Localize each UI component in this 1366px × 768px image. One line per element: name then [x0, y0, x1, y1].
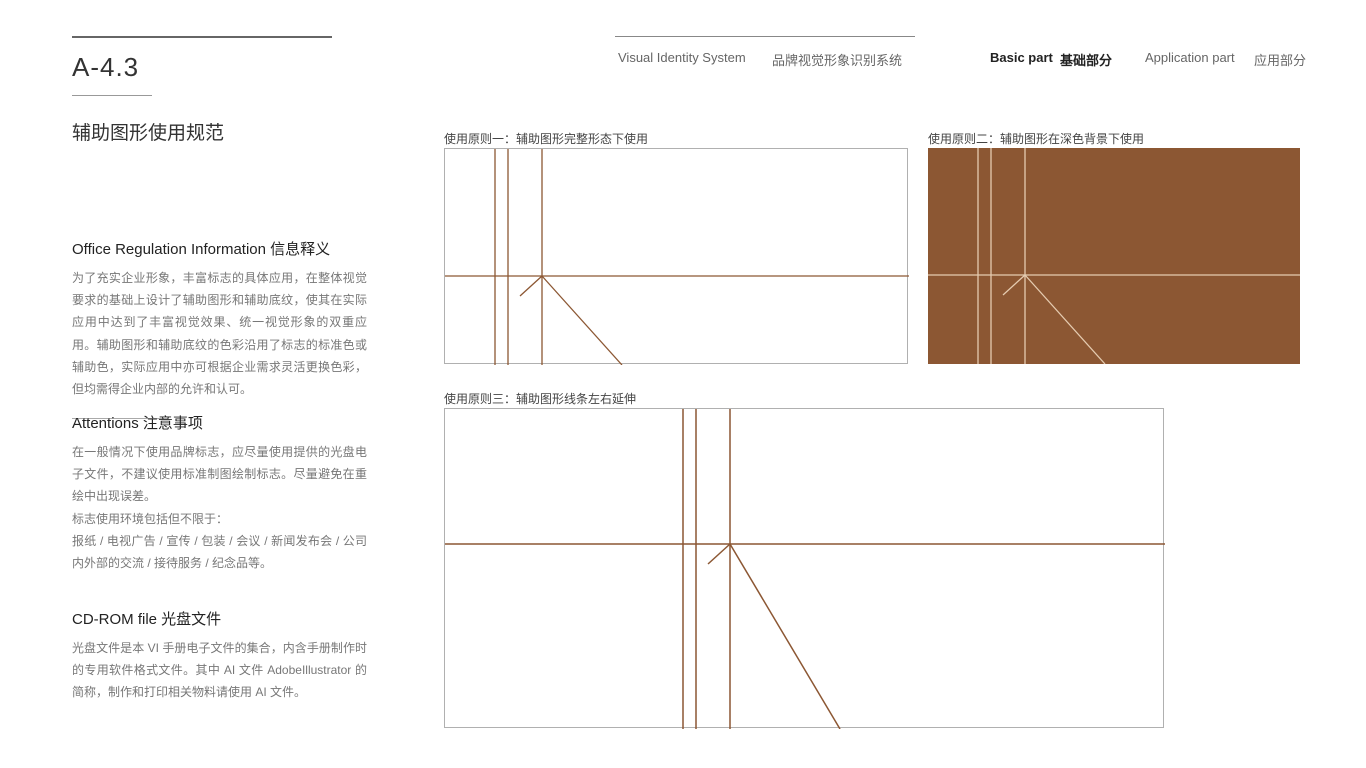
- header-vis-en: Visual Identity System: [618, 50, 746, 65]
- header-basic-cn: 基础部分: [1060, 50, 1112, 69]
- diagram-panel-2: [928, 148, 1300, 364]
- section-info-title: Office Regulation Information 信息释义: [72, 238, 367, 259]
- header-vis-cn: 品牌视觉形象识别系统: [772, 50, 902, 69]
- top-rule-right: [615, 36, 915, 37]
- diagram-panel-1: [444, 148, 908, 364]
- header-app-en: Application part: [1145, 50, 1235, 65]
- diagram-label-3: 使用原则三：辅助图形线条左右延伸: [444, 390, 636, 407]
- header-app-cn: 应用部分: [1254, 50, 1306, 69]
- section-attn-body: 在一般情况下使用品牌标志，应尽量使用提供的光盘电子文件，不建议使用标准制图绘制标…: [72, 441, 367, 574]
- section-attn-title: Attentions 注意事项: [72, 412, 367, 433]
- k-graphic-light: [445, 149, 909, 365]
- section-info: Office Regulation Information 信息释义 为了充实企…: [72, 238, 367, 433]
- section-info-body: 为了充实企业形象，丰富标志的具体应用，在整体视觉要求的基础上设计了辅助图形和辅助…: [72, 267, 367, 400]
- page-code: A-4.3: [72, 52, 139, 83]
- section-cdrom-body: 光盘文件是本 VI 手册电子文件的集合，内含手册制作时的专用软件格式文件。其中 …: [72, 637, 367, 704]
- section-cdrom: CD-ROM file 光盘文件 光盘文件是本 VI 手册电子文件的集合，内含手…: [72, 608, 367, 704]
- page-title: 辅助图形使用规范: [72, 118, 224, 145]
- section-attn: Attentions 注意事项 在一般情况下使用品牌标志，应尽量使用提供的光盘电…: [72, 412, 367, 574]
- code-underline: [72, 95, 152, 96]
- diagram-label-2: 使用原则二：辅助图形在深色背景下使用: [928, 130, 1144, 147]
- k-graphic-extended: [445, 409, 1165, 729]
- section-cdrom-title: CD-ROM file 光盘文件: [72, 608, 367, 629]
- diagram-label-1: 使用原则一：辅助图形完整形态下使用: [444, 130, 648, 147]
- diagram-panel-3: [444, 408, 1164, 728]
- top-rule-left: [72, 36, 332, 38]
- header-basic-en: Basic part: [990, 50, 1053, 65]
- k-graphic-dark: [928, 148, 1300, 364]
